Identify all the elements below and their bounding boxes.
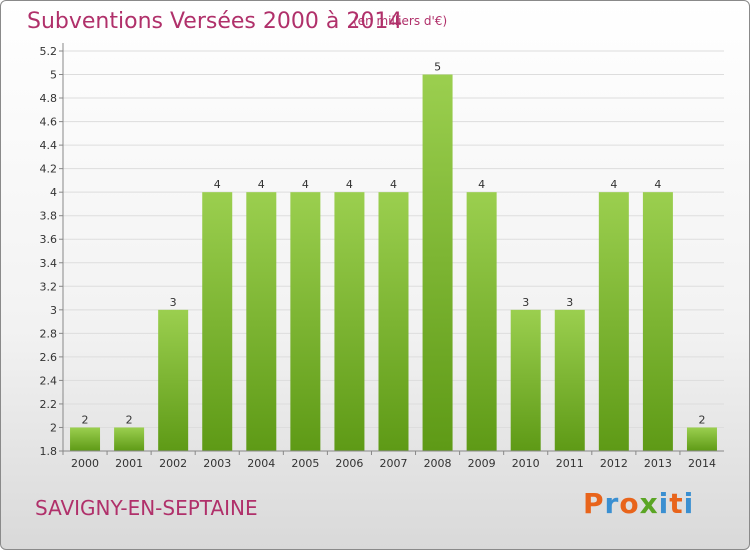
- y-tick-label: 3.8: [40, 210, 58, 223]
- y-tick-label: 2.4: [40, 374, 58, 387]
- x-tick-label: 2010: [512, 457, 540, 470]
- chart-unit-note: (en milliers d'€): [353, 14, 448, 28]
- data-label: 2: [126, 413, 133, 426]
- x-tick-label: 2004: [247, 457, 275, 470]
- y-tick-label: 2.2: [40, 398, 58, 411]
- data-label: 5: [434, 61, 441, 74]
- x-tick-label: 2003: [203, 457, 231, 470]
- x-tick-label: 2007: [380, 457, 408, 470]
- logo-letter: o: [619, 487, 640, 520]
- data-label: 3: [566, 296, 573, 309]
- data-label: 4: [302, 178, 309, 191]
- logo-letter: i: [683, 487, 695, 520]
- x-tick-label: 2014: [688, 457, 716, 470]
- data-label: 4: [654, 178, 661, 191]
- x-tick-label: 2009: [468, 457, 496, 470]
- y-tick-label: 4.4: [40, 139, 58, 152]
- x-tick-label: 2011: [556, 457, 584, 470]
- y-tick-label: 2.8: [40, 327, 58, 340]
- bar-2002: [158, 309, 189, 451]
- x-tick-label: 2000: [71, 457, 99, 470]
- x-tick-label: 2002: [159, 457, 187, 470]
- bar-2007: [378, 192, 409, 452]
- chart-title: Subventions Versées 2000 à 2014: [27, 9, 403, 34]
- data-label: 4: [610, 178, 617, 191]
- data-label: 4: [258, 178, 265, 191]
- bar-2008: [422, 74, 453, 451]
- bar-2004: [246, 192, 277, 452]
- y-tick-label: 5: [50, 69, 57, 82]
- bar-2000: [70, 427, 101, 451]
- x-tick-label: 2012: [600, 457, 628, 470]
- bar-2010: [510, 309, 541, 451]
- bar-2011: [554, 309, 585, 451]
- x-tick-label: 2001: [115, 457, 143, 470]
- y-tick-label: 4.6: [40, 116, 58, 129]
- y-tick-label: 2: [50, 421, 57, 434]
- logo-letter: x: [639, 487, 659, 520]
- bar-2006: [334, 192, 365, 452]
- data-label: 3: [522, 296, 529, 309]
- data-label: 2: [698, 413, 705, 426]
- bar-2001: [114, 427, 145, 451]
- logo-letter: i: [658, 487, 670, 520]
- data-label: 3: [170, 296, 177, 309]
- y-tick-label: 5.2: [40, 45, 58, 58]
- data-label: 4: [478, 178, 485, 191]
- bar-2013: [642, 192, 673, 452]
- y-tick-label: 4.2: [40, 163, 58, 176]
- bars: 2 2 3 4 4 4 4 4 5 4 3 3 4 4 2: [70, 61, 717, 452]
- y-tick-label: 1.8: [40, 445, 58, 458]
- x-tick-label: 2006: [335, 457, 363, 470]
- data-label: 4: [346, 178, 353, 191]
- x-tick-label: 2013: [644, 457, 672, 470]
- data-label: 4: [214, 178, 221, 191]
- data-label: 2: [82, 413, 89, 426]
- x-tick-label: 2008: [424, 457, 452, 470]
- y-axis: 1.8 2 2.2 2.4 2.6 2.8 3 3.2 3.4 3.6 3.8 4 4.2 4.4 4.6 4…: [40, 43, 64, 458]
- x-axis: 2000 2001 2002 2003 2004 2005 2006 2007 2008 2009…: [62, 450, 724, 470]
- bar-2014: [686, 427, 717, 451]
- y-tick-label: 3: [50, 304, 57, 317]
- logo-letter: P: [583, 487, 605, 520]
- logo-letter: r: [604, 487, 620, 520]
- bar-2009: [466, 192, 497, 452]
- data-label: 4: [390, 178, 397, 191]
- y-tick-label: 4.8: [40, 92, 58, 105]
- y-tick-label: 2.6: [40, 351, 58, 364]
- bar-2003: [202, 192, 233, 452]
- proxiti-logo[interactable]: Proxiti: [583, 487, 694, 520]
- commune-name: SAVIGNY-EN-SEPTAINE: [35, 496, 258, 520]
- y-tick-label: 3.2: [40, 280, 58, 293]
- logo-letter: t: [669, 487, 684, 520]
- y-tick-label: 3.6: [40, 233, 58, 246]
- y-tick-label: 4: [50, 186, 57, 199]
- y-tick-label: 3.4: [40, 257, 58, 270]
- bar-2012: [598, 192, 629, 452]
- x-tick-label: 2005: [291, 457, 319, 470]
- bar-2005: [290, 192, 321, 452]
